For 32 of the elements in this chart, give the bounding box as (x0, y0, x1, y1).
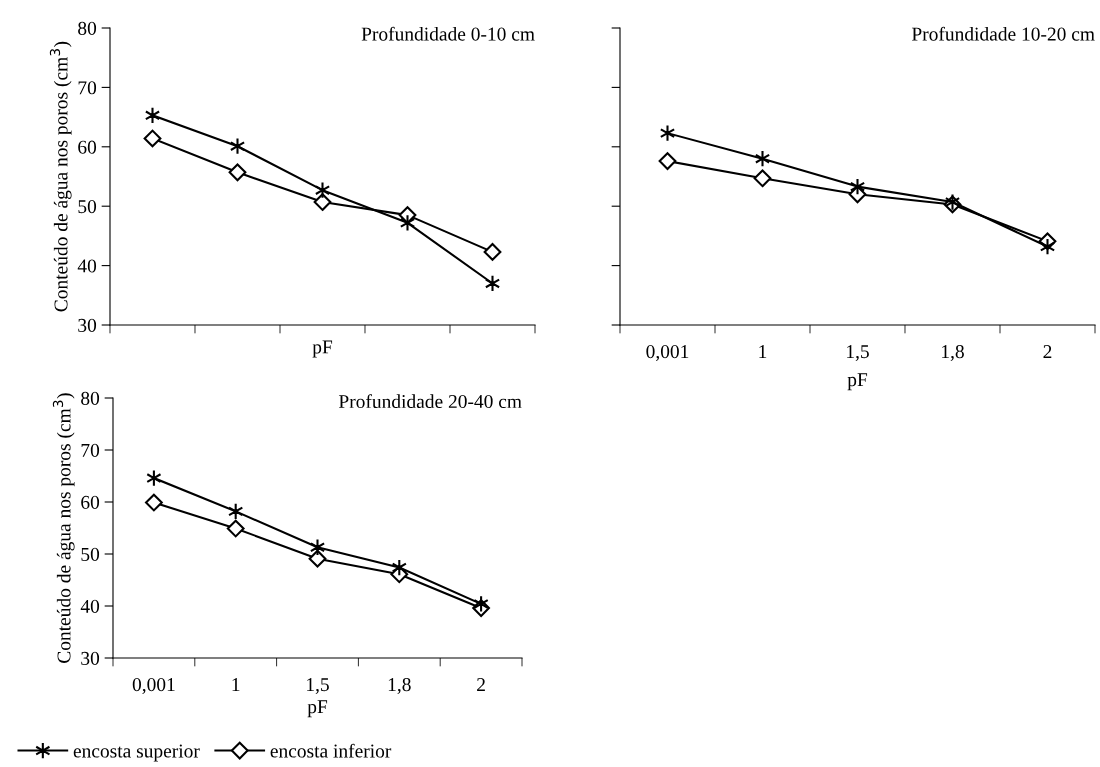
y-axis-title: Conteúdo de água nos poros (cm$^{3}$) (52, 393, 75, 663)
x-tick-label: 1 (759, 345, 767, 358)
y-tick-label: 30 (81, 651, 100, 665)
y-tick-label: 70 (78, 81, 97, 95)
x-tick-label: 0,001 (132, 678, 175, 694)
y-tick-label: 80 (78, 21, 97, 35)
legend-label: encosta superior (73, 744, 200, 762)
legend-label: encosta inferior (270, 743, 392, 758)
y-tick-label: 40 (80, 599, 100, 613)
x-tick-label: 2 (1043, 345, 1052, 358)
y-tick-label: 50 (81, 547, 100, 561)
x-tick-label: 1,5 (847, 345, 869, 361)
x-axis-title: pF (312, 340, 333, 358)
y-axis-title: Conteúdo de água nos poros (cm$^{3}$) (49, 41, 72, 312)
x-tick-label: 1,8 (942, 345, 964, 361)
y-tick-label: 60 (81, 495, 100, 509)
x-tick-label: 0,001 (646, 345, 689, 361)
x-tick-label: 2 (477, 678, 485, 691)
x-tick-label: 1,5 (307, 678, 329, 694)
chart-title: Profundidade 20-40 cm (338, 394, 522, 409)
chart-title: Profundidade 10-20 cm (911, 26, 1095, 41)
y-tick-label: 40 (77, 259, 97, 273)
x-axis-title: pF (307, 700, 328, 718)
y-tick-label: 80 (81, 391, 100, 405)
y-tick-label: 50 (78, 200, 97, 214)
x-tick-label: 1 (232, 678, 240, 691)
y-tick-label: 70 (81, 443, 100, 457)
chart-title: Profundidade 0-10 cm (361, 26, 535, 41)
y-tick-label: 30 (78, 318, 97, 332)
x-axis-title: pF (847, 373, 868, 391)
y-tick-label: 60 (78, 140, 97, 154)
x-tick-label: 1,8 (388, 678, 411, 694)
